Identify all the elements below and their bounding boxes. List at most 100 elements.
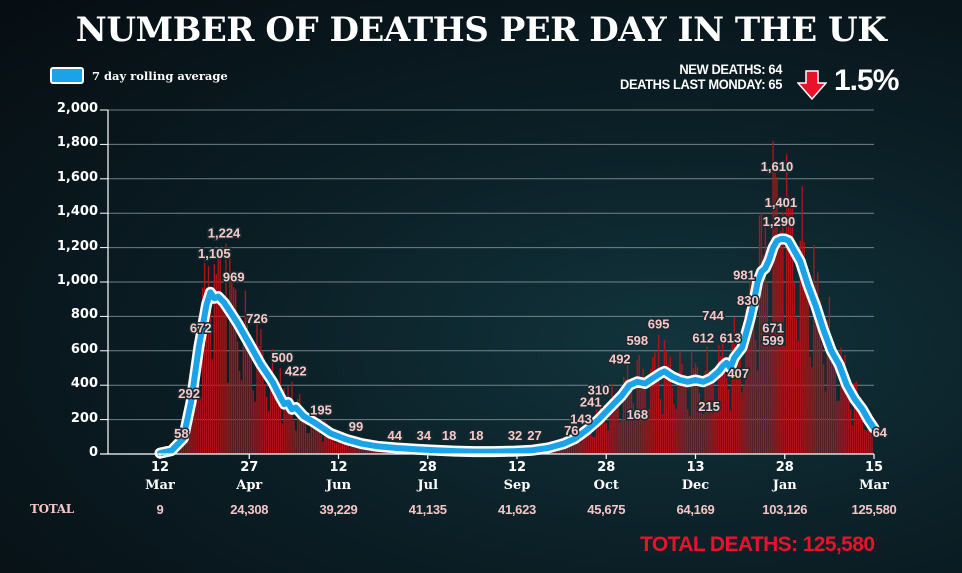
daily-bar <box>324 420 326 454</box>
daily-bar <box>729 410 732 454</box>
x-tick-day: 12 <box>329 460 348 475</box>
data-label: 612 <box>692 331 714 346</box>
data-label: 58 <box>174 426 188 441</box>
x-tick-day: 15 <box>864 460 884 475</box>
daily-bar <box>725 374 728 454</box>
daily-bar <box>615 395 617 454</box>
data-label: 407 <box>727 366 749 381</box>
daily-bar <box>851 425 854 454</box>
daily-bar <box>254 401 256 454</box>
daily-bar <box>689 415 691 454</box>
daily-bar <box>776 177 778 454</box>
daily-bar <box>293 420 295 454</box>
daily-bar <box>683 381 685 454</box>
x-tick-month: Jun <box>325 478 352 493</box>
daily-bar <box>316 424 318 454</box>
total-value: 24,308 <box>230 502 269 517</box>
y-tick-label: 200 <box>70 410 98 426</box>
daily-bar <box>815 284 817 454</box>
daily-bar <box>260 329 262 454</box>
axes <box>100 110 875 459</box>
daily-bar <box>335 442 338 454</box>
daily-bar <box>196 368 198 454</box>
daily-bar <box>248 345 250 454</box>
daily-bar <box>702 414 704 454</box>
y-tick-label: 1,000 <box>56 273 98 288</box>
daily-bar <box>198 377 200 454</box>
daily-bar <box>337 434 340 454</box>
daily-bar <box>698 392 701 454</box>
data-label: 981 <box>733 267 755 282</box>
daily-bar <box>787 196 790 454</box>
daily-bar <box>308 432 311 454</box>
daily-bar <box>564 446 567 454</box>
daily-bar <box>826 319 829 454</box>
daily-bar <box>186 433 188 454</box>
daily-bar <box>692 368 695 454</box>
rolling-average-line <box>154 233 880 459</box>
daily-bar <box>675 408 677 454</box>
daily-bar <box>211 359 214 454</box>
daily-bar <box>855 381 858 454</box>
daily-bar <box>234 289 237 454</box>
data-label: 1,224 <box>208 225 241 240</box>
daily-bar <box>221 305 223 454</box>
daily-bar <box>657 334 660 454</box>
daily-bar <box>727 389 730 454</box>
daily-bar <box>706 346 708 454</box>
daily-bar <box>838 400 840 454</box>
total-value: 125,580 <box>851 502 897 517</box>
daily-bar <box>842 361 844 454</box>
x-tick-day: 28 <box>775 460 794 475</box>
data-label: 18 <box>442 428 456 443</box>
daily-bar <box>312 414 314 454</box>
daily-bar <box>774 173 776 454</box>
daily-bar <box>789 208 792 454</box>
daily-bar <box>586 425 588 454</box>
daily-bar <box>229 256 231 454</box>
daily-bar <box>656 377 658 454</box>
legend: 7 day rolling average <box>50 67 228 84</box>
daily-bar <box>753 308 755 454</box>
daily-bar <box>634 419 637 454</box>
data-label: 44 <box>388 428 403 443</box>
y-tick-label: 0 <box>88 445 98 460</box>
daily-bar <box>801 186 803 454</box>
daily-bar <box>349 447 351 454</box>
x-tick-month: Dec <box>681 478 710 493</box>
daily-bar <box>264 383 266 454</box>
total-deaths: TOTAL DEATHS: 125,580 <box>640 533 875 556</box>
total-row-label: TOTAL <box>30 502 74 516</box>
daily-bar <box>828 296 831 454</box>
daily-bar <box>696 367 699 454</box>
daily-bar <box>791 203 794 454</box>
daily-bar <box>572 436 574 454</box>
daily-bar <box>848 394 850 454</box>
daily-bar <box>258 345 260 454</box>
total-value: 41,135 <box>408 502 447 517</box>
x-tick-month: Mar <box>859 478 889 493</box>
daily-bar <box>760 212 763 454</box>
stats-block: NEW DEATHS: 64 DEATHS LAST MONDAY: 65 <box>578 62 782 92</box>
legend-label: 7 day rolling average <box>92 68 228 83</box>
down-arrow-icon <box>797 70 827 100</box>
daily-bar <box>836 400 838 454</box>
daily-bar <box>580 442 582 454</box>
daily-bar <box>289 402 291 454</box>
daily-bar <box>359 444 361 454</box>
daily-bar <box>322 441 324 454</box>
daily-bar <box>256 319 258 454</box>
daily-bar <box>632 403 635 454</box>
daily-bar <box>784 346 786 454</box>
data-label: 599 <box>762 333 784 348</box>
total-value: 39,229 <box>319 502 358 517</box>
daily-bar <box>721 338 724 454</box>
daily-bar <box>824 391 827 454</box>
daily-bar <box>718 345 720 454</box>
daily-bar <box>714 408 716 454</box>
daily-bar <box>333 442 336 454</box>
daily-bar <box>710 373 712 454</box>
daily-bar <box>269 368 272 454</box>
daily-bar <box>723 357 726 454</box>
daily-bar <box>782 213 784 454</box>
